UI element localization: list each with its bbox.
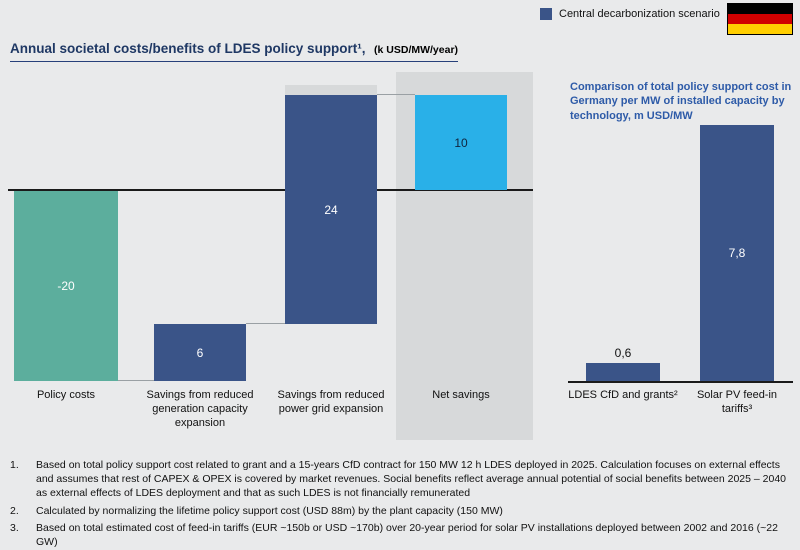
waterfall-zero-axis: [8, 189, 533, 191]
footnote-text: Based on total policy support cost relat…: [36, 459, 787, 500]
legend-label: Central decarbonization scenario: [559, 8, 720, 20]
footnote-text: Based on total estimated cost of feed-in…: [36, 521, 778, 548]
footnote-text: Calculated by normalizing the lifetime p…: [36, 504, 503, 517]
bar-value-label-ldes: 0,6: [614, 346, 632, 360]
bar-policy-costs: -20: [14, 191, 118, 381]
legend-swatch-icon: [540, 8, 552, 20]
legend: Central decarbonization scenario: [540, 8, 720, 20]
bar-value-label: 10: [454, 135, 468, 150]
category-label-savings-generation: Savings from reduced generation capacity…: [146, 389, 254, 429]
flag-stripe-red: [728, 14, 792, 24]
page-title: Annual societal costs/benefits of LDES p…: [10, 40, 459, 62]
footnote-3: 3. Based on total estimated cost of feed…: [10, 521, 792, 549]
category-label-ldes: LDES CfD and grants²: [568, 389, 678, 401]
bar-ldes-cfd-grants: [586, 363, 660, 381]
flag-stripe-gold: [728, 24, 792, 34]
page-title-unit: (k USD/MW/year): [374, 44, 459, 56]
bar-value-label: -20: [57, 279, 75, 293]
category-label-solar: Solar PV feed-in tariffs³: [696, 389, 778, 415]
comparison-chart-title: Comparison of total policy support cost …: [570, 81, 792, 122]
bar-value-label: 24: [324, 202, 338, 217]
footnote-number: 2.: [10, 504, 19, 517]
waterfall-connector: [118, 380, 154, 381]
footnote-2: 2. Calculated by normalizing the lifetim…: [10, 504, 792, 518]
flag-stripe-black: [728, 4, 792, 14]
comparison-chart-axis: [568, 381, 793, 383]
category-label-net-savings: Net savings: [432, 389, 490, 401]
bar-solar-pv-tariffs: 7,8: [700, 125, 774, 381]
page-title-text: Annual societal costs/benefits of LDES p…: [10, 41, 366, 56]
bar-value-label: 7,8: [728, 246, 746, 260]
germany-flag: [727, 3, 793, 35]
category-label-policy-costs: Policy costs: [36, 389, 96, 401]
bar-value-label: 6: [196, 345, 204, 360]
waterfall-connector: [377, 94, 415, 95]
bar-savings-grid: 24: [285, 95, 377, 324]
footnotes: 1. Based on total policy support cost re…: [10, 458, 792, 550]
footnote-number: 1.: [10, 459, 19, 471]
bar-net-savings: 10: [415, 95, 507, 190]
category-label-savings-grid: Savings from reduced power grid expansio…: [277, 389, 385, 415]
bar-savings-generation: 6: [154, 324, 246, 381]
grid-bar-gray-cap: [285, 85, 377, 95]
footnote-number: 3.: [10, 521, 19, 534]
waterfall-connector: [246, 323, 285, 324]
footnote-1: 1. Based on total policy support cost re…: [10, 458, 792, 501]
